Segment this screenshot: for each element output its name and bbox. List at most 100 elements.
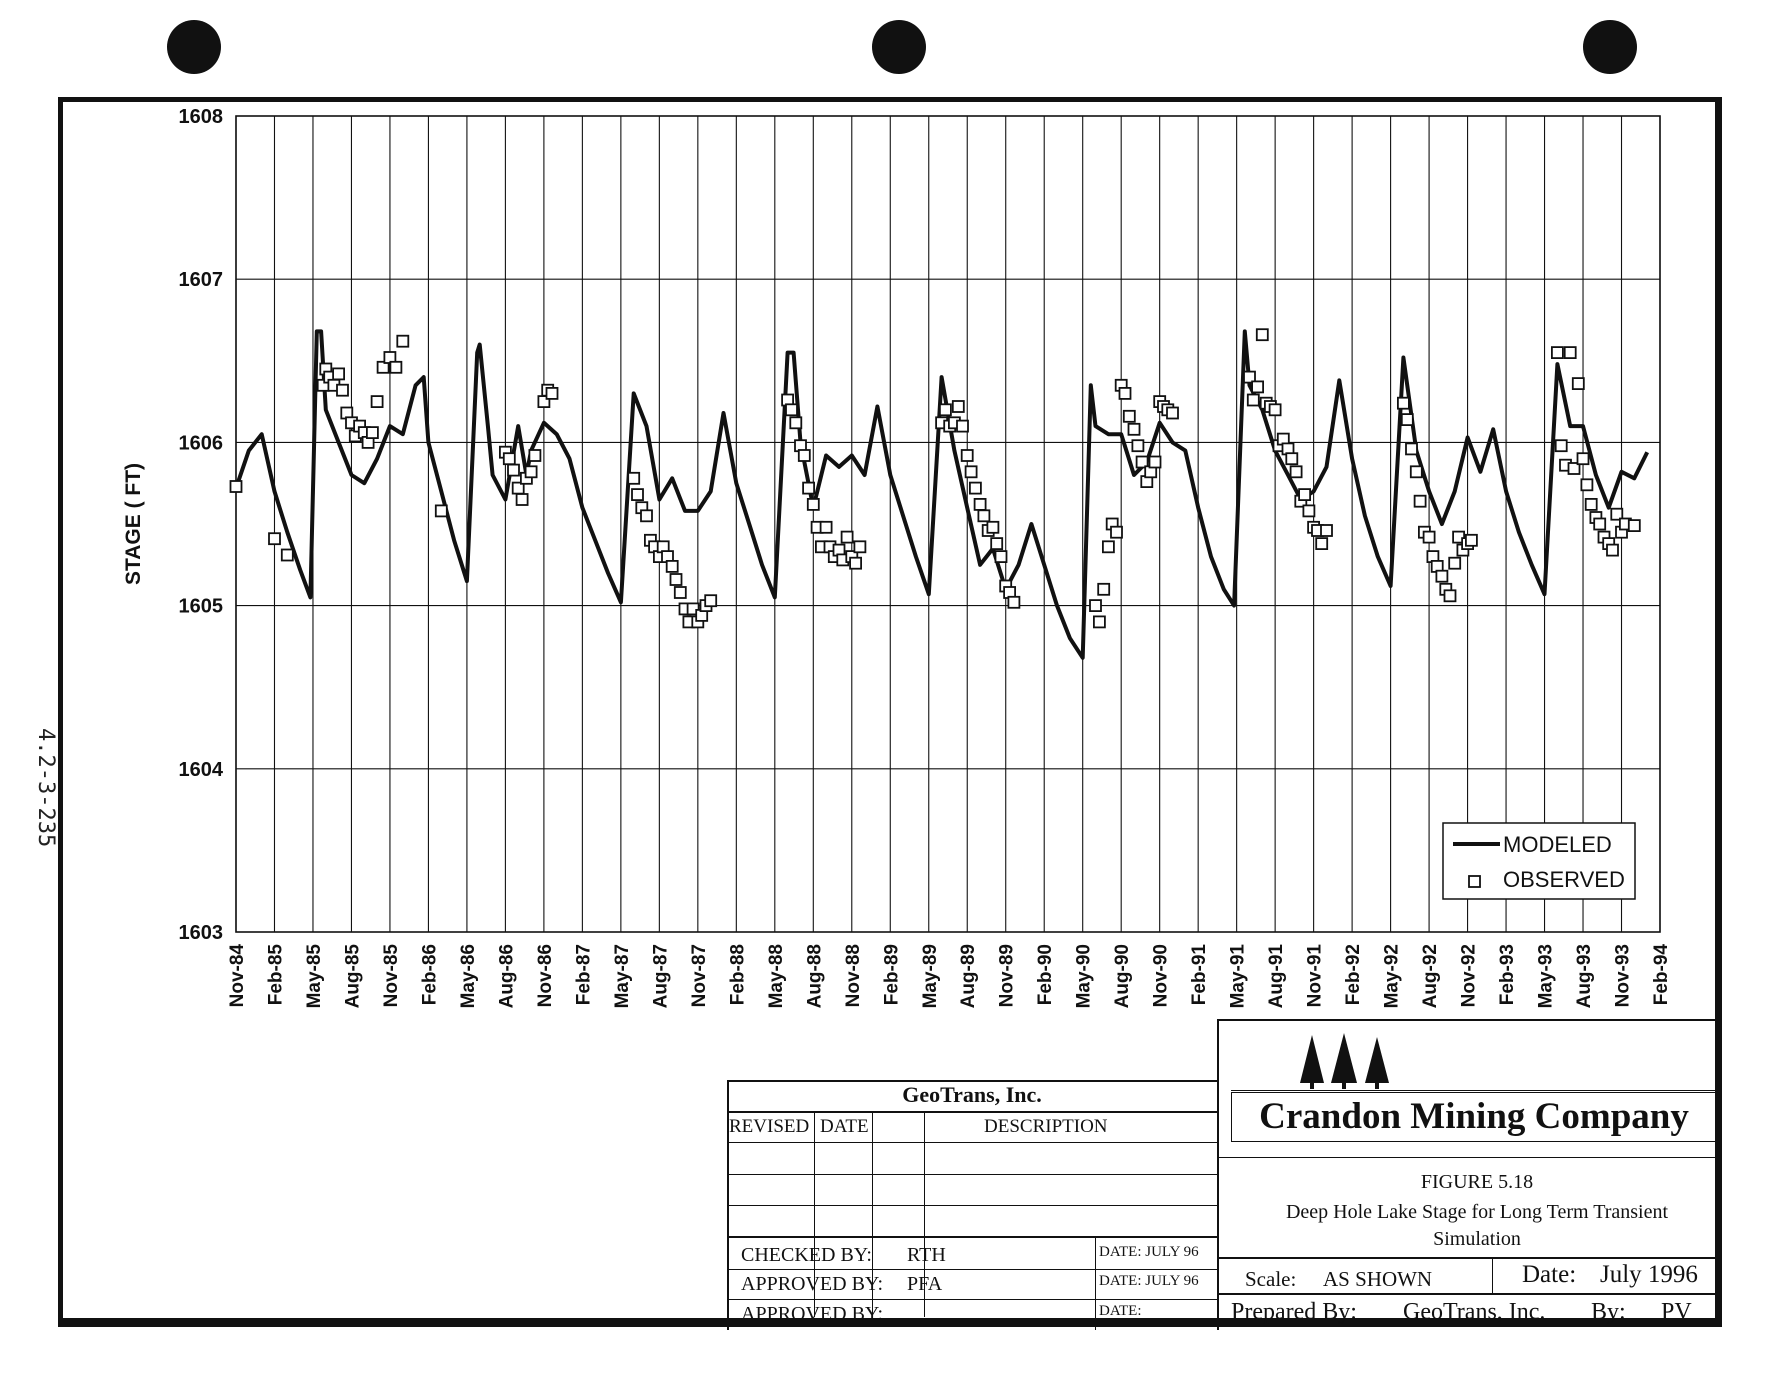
- observed-point: [686, 602, 700, 616]
- company-name: Crandon Mining Company: [1259, 1096, 1689, 1137]
- observed-point: [524, 465, 538, 479]
- observed-point: [1148, 455, 1162, 469]
- observed-point: [1443, 589, 1457, 603]
- observed-point: [434, 504, 448, 518]
- observed-point: [389, 360, 403, 374]
- x-tick-label: Aug-92: [1420, 944, 1441, 1008]
- observed-point: [502, 452, 516, 466]
- revision-firm: GeoTrans, Inc.: [902, 1082, 1042, 1107]
- observed-point: [1102, 540, 1115, 554]
- observed-point: [840, 530, 854, 544]
- y-tick-label: 1604: [179, 759, 224, 781]
- observed-point: [336, 383, 349, 397]
- observed-point: [1089, 599, 1102, 612]
- x-tick-label: Aug-90: [1112, 944, 1133, 1008]
- x-tick-label: Feb-93: [1497, 944, 1518, 1005]
- checked-by-value: RTH: [907, 1244, 946, 1266]
- series-observed: [229, 328, 1641, 629]
- observed-point: [1289, 465, 1303, 479]
- approved-by-label-2: APPROVED BY:: [741, 1303, 884, 1325]
- observed-point: [956, 419, 969, 433]
- observed-point: [1554, 439, 1568, 453]
- observed-point: [545, 386, 559, 400]
- observed-point: [977, 509, 991, 523]
- observed-point: [1413, 494, 1427, 508]
- observed-point: [1606, 543, 1619, 557]
- y-tick-label: 1606: [179, 432, 224, 454]
- figure-title: Deep Hole Lake Stage for Long Term Trans…: [1285, 1201, 1669, 1250]
- observed-point: [797, 449, 811, 462]
- approved-date-2: DATE:: [1099, 1303, 1142, 1319]
- x-tick-label: Feb-91: [1189, 944, 1210, 1006]
- observed-point: [849, 556, 862, 570]
- x-tick-label: Aug-91: [1266, 944, 1287, 1009]
- scale-value: AS SHOWN: [1323, 1267, 1433, 1291]
- observed-point: [969, 481, 982, 495]
- observed-point: [669, 573, 683, 586]
- observed-point: [1409, 465, 1423, 479]
- y-tick-label: 1603: [179, 922, 224, 944]
- observed-point: [1563, 346, 1577, 360]
- observed-point: [1268, 403, 1282, 417]
- observed-point: [806, 497, 820, 511]
- legend-observed-label: OBSERVED: [1503, 867, 1625, 892]
- x-tick-label: May-85: [304, 944, 325, 1009]
- x-tick-label: May-89: [920, 944, 941, 1008]
- by-label: By:: [1591, 1299, 1626, 1325]
- observed-point: [1093, 615, 1106, 629]
- approved-by-value-1: PFA: [907, 1273, 943, 1295]
- punch-hole-left: [167, 20, 221, 74]
- x-tick-label: May-90: [1074, 944, 1095, 1008]
- date-value: July 1996: [1600, 1261, 1698, 1288]
- revision-block: GeoTrans, Inc. REVISED DATE DESCRIPTION …: [727, 1080, 1217, 1330]
- observed-point: [1405, 442, 1418, 456]
- observed-point: [990, 537, 1004, 550]
- x-tick-label: Nov-89: [997, 944, 1018, 1007]
- observed-point: [1465, 533, 1478, 547]
- observed-point: [951, 400, 965, 413]
- chart-grid: [235, 115, 1661, 933]
- company-name-box: [1231, 1092, 1717, 1142]
- observed-point: [370, 395, 384, 409]
- observed-point: [1584, 497, 1598, 511]
- observed-point: [986, 520, 1000, 534]
- pine-trees-logo: [1300, 1033, 1389, 1089]
- x-tick-label: May-91: [1228, 944, 1249, 1009]
- observed-point: [528, 449, 542, 462]
- x-tick-label: Nov-84: [227, 944, 248, 1008]
- observed-point: [673, 586, 687, 599]
- y-axis-label: STAGE ( FT): [122, 463, 145, 585]
- x-tick-label: Nov-93: [1613, 944, 1634, 1007]
- observed-point: [1400, 413, 1414, 427]
- observed-point: [332, 367, 346, 381]
- x-tick-label: Feb-85: [265, 944, 286, 1006]
- observed-point: [665, 560, 679, 573]
- x-tick-label: May-92: [1382, 944, 1403, 1008]
- by-value: PV: [1661, 1299, 1692, 1325]
- x-tick-label: Nov-88: [843, 944, 864, 1007]
- observed-point: [1320, 524, 1333, 537]
- observed-point: [507, 463, 520, 477]
- observed-point: [1122, 409, 1136, 423]
- observed-point: [1302, 504, 1316, 518]
- observed-point: [365, 426, 379, 440]
- observed-point: [640, 509, 653, 523]
- punch-hole-right: [1583, 20, 1637, 74]
- observed-point: [1571, 377, 1585, 391]
- observed-point: [1567, 462, 1581, 475]
- revision-col-description: DESCRIPTION: [984, 1116, 1108, 1137]
- observed-point: [785, 403, 798, 417]
- x-tick-label: Aug-86: [496, 944, 517, 1008]
- x-tick-label: Aug-85: [342, 944, 363, 1009]
- observed-point: [1131, 439, 1145, 453]
- observed-point: [964, 465, 978, 479]
- revision-col-date: DATE: [820, 1116, 869, 1137]
- punch-hole-center: [872, 20, 926, 74]
- drawing-frame: [58, 97, 1722, 1327]
- observed-point: [802, 481, 815, 495]
- x-tick-label: Feb-92: [1343, 944, 1364, 1005]
- observed-point: [1580, 478, 1594, 492]
- observed-point: [376, 360, 390, 374]
- y-tick-label: 1607: [179, 269, 224, 291]
- x-tick-label: Feb-86: [419, 944, 440, 1005]
